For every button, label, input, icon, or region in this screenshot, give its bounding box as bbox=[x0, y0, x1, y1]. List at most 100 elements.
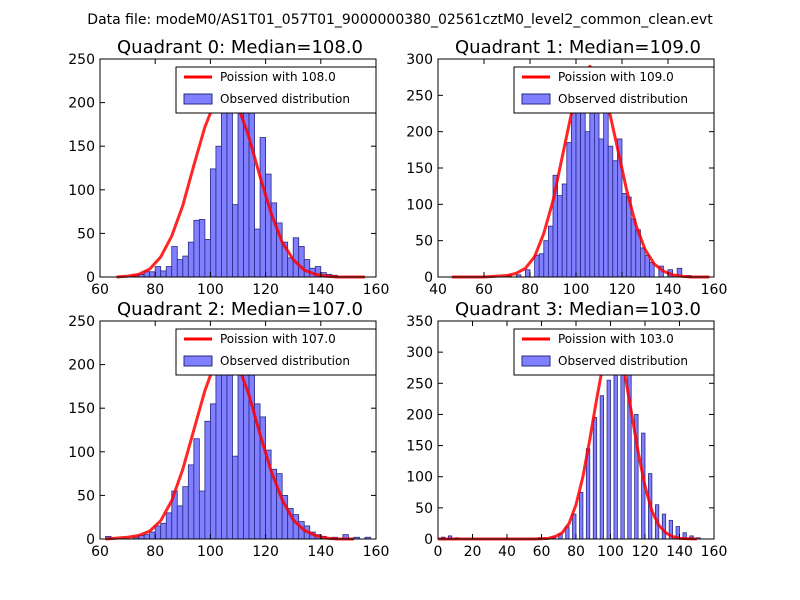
quadrant-1-legend: Poission with 109.0 Observed distributio… bbox=[513, 66, 715, 114]
legend-bar-swatch bbox=[183, 355, 213, 367]
y-tick-label: 200 bbox=[68, 358, 95, 374]
legend-bar-label: Observed distribution bbox=[558, 92, 688, 106]
quadrant-0-legend: Poission with 108.0 Observed distributio… bbox=[175, 66, 377, 114]
histogram-bar bbox=[579, 491, 584, 540]
axes-frame bbox=[99, 320, 377, 540]
histogram-bar bbox=[160, 522, 167, 540]
quadrant-0-axes: 60 80 100 120 140 160 0 50 100 150 200 250 bbox=[68, 52, 389, 298]
histogram-bar bbox=[187, 464, 195, 540]
histogram-bar bbox=[580, 109, 586, 278]
x-tick-label: 160 bbox=[701, 544, 728, 560]
histogram-bar bbox=[237, 364, 244, 540]
histogram-bar bbox=[215, 145, 222, 278]
legend-bar-label: Observed distribution bbox=[220, 92, 350, 106]
histogram-bar bbox=[248, 89, 255, 278]
histogram-bar bbox=[176, 259, 184, 278]
legend-bar-swatch bbox=[521, 355, 551, 367]
histogram-bar bbox=[232, 455, 239, 540]
histogram-bar bbox=[566, 142, 572, 278]
y-tick-label: 250 bbox=[68, 52, 95, 68]
legend-frame bbox=[175, 328, 377, 376]
histogram-bar bbox=[592, 417, 598, 540]
histogram-bar bbox=[599, 395, 605, 540]
x-tick-label: 120 bbox=[632, 544, 659, 560]
histogram-bar bbox=[621, 193, 627, 278]
quadrant-3-legend: Poission with 103.0 Observed distributio… bbox=[513, 328, 715, 376]
quadrant-3-axes: 0 20 40 60 80 100 120 140 160 0 50 100 150 200 250 300 3… bbox=[406, 314, 727, 560]
legend-line-label: Poission with 109.0 bbox=[558, 70, 674, 84]
histogram-bar bbox=[215, 364, 222, 540]
histogram-bar bbox=[154, 525, 162, 540]
histogram-bar bbox=[193, 219, 200, 278]
histogram-bar bbox=[259, 137, 266, 278]
y-tick-label: 300 bbox=[406, 345, 433, 361]
x-tick-label: 40 bbox=[498, 544, 516, 560]
histogram-bar bbox=[265, 173, 272, 278]
histogram-bar bbox=[575, 105, 581, 278]
y-tick-label: 150 bbox=[406, 439, 433, 455]
y-tick-label: 150 bbox=[68, 401, 95, 417]
y-tick-label: 150 bbox=[406, 161, 433, 177]
x-tick-label: 80 bbox=[146, 282, 164, 298]
histogram-bar bbox=[548, 225, 554, 278]
quadrant-3-title: Quadrant 3: Median=103.0 bbox=[455, 299, 701, 320]
x-tick-label: 100 bbox=[563, 282, 590, 298]
quadrant-1-axes: 40 60 80 100 120 140 160 0 50 100 150 200 250 300 bbox=[406, 52, 727, 298]
histogram-bar bbox=[160, 270, 167, 278]
y-tick-label: 200 bbox=[68, 96, 95, 112]
histogram-bar bbox=[606, 379, 611, 540]
histogram-bar bbox=[204, 239, 211, 278]
x-tick-label: 100 bbox=[597, 544, 624, 560]
histogram-bar bbox=[630, 218, 637, 278]
quadrant-0-plot: Quadrant 0: Median=108.0 60 80 100 120 140 16… bbox=[68, 37, 389, 298]
histogram-bar bbox=[165, 512, 173, 540]
y-tick-label: 250 bbox=[406, 376, 433, 392]
histogram-bar bbox=[640, 247, 646, 278]
legend-frame bbox=[513, 328, 715, 376]
x-tick-label: 60 bbox=[91, 544, 109, 560]
histogram-bar bbox=[143, 534, 151, 540]
histogram-bar bbox=[525, 269, 531, 278]
legend-frame bbox=[513, 66, 715, 114]
histogram-bar bbox=[221, 110, 228, 278]
y-tick-label: 200 bbox=[406, 407, 433, 423]
histogram-bar bbox=[165, 266, 173, 278]
histogram-bar bbox=[298, 246, 305, 278]
y-tick-label: 50 bbox=[77, 488, 95, 504]
legend-bar-label: Observed distribution bbox=[558, 354, 688, 368]
histogram-bar bbox=[254, 228, 261, 278]
x-tick-label: 160 bbox=[363, 282, 390, 298]
histogram-bar bbox=[182, 255, 189, 278]
histogram-bar bbox=[557, 195, 563, 278]
legend-bar-swatch bbox=[521, 93, 551, 105]
histogram-bar bbox=[594, 94, 600, 278]
axes-frame bbox=[99, 58, 377, 278]
quadrant-2-axes: 60 80 100 120 140 160 0 50 100 150 200 250 bbox=[68, 314, 389, 560]
quadrant-3-plot: Quadrant 3: Median=103.0 0 20 40 60 80 100 120… bbox=[406, 299, 727, 560]
legend-line-label: Poission with 103.0 bbox=[558, 332, 674, 346]
histogram-bar bbox=[572, 513, 577, 540]
histogram-bar bbox=[226, 91, 233, 278]
legend-line-label: Poission with 108.0 bbox=[220, 70, 336, 84]
y-tick-label: 200 bbox=[406, 125, 433, 141]
y-tick-label: 0 bbox=[86, 270, 95, 286]
histogram-bar bbox=[303, 259, 311, 278]
y-tick-label: 300 bbox=[406, 52, 433, 68]
quadrant-0-title: Quadrant 0: Median=108.0 bbox=[117, 37, 363, 58]
histogram-bar bbox=[538, 253, 545, 278]
histogram-bar bbox=[198, 490, 206, 540]
legend-line-label: Poission with 107.0 bbox=[220, 332, 336, 346]
y-tick-label: 0 bbox=[424, 270, 433, 286]
legend-bar-label: Observed distribution bbox=[220, 354, 350, 368]
x-tick-label: 160 bbox=[701, 282, 728, 298]
x-tick-label: 120 bbox=[252, 544, 279, 560]
y-tick-label: 100 bbox=[68, 183, 95, 199]
histogram-bar bbox=[209, 403, 217, 540]
quadrant-2-plot: Quadrant 2: Median=107.0 60 80 100 120 140 16… bbox=[68, 299, 389, 560]
x-tick-label: 20 bbox=[464, 544, 482, 560]
y-tick-label: 50 bbox=[415, 234, 433, 250]
histogram-bar bbox=[176, 505, 184, 540]
x-tick-label: 120 bbox=[609, 282, 636, 298]
x-tick-label: 80 bbox=[521, 282, 539, 298]
